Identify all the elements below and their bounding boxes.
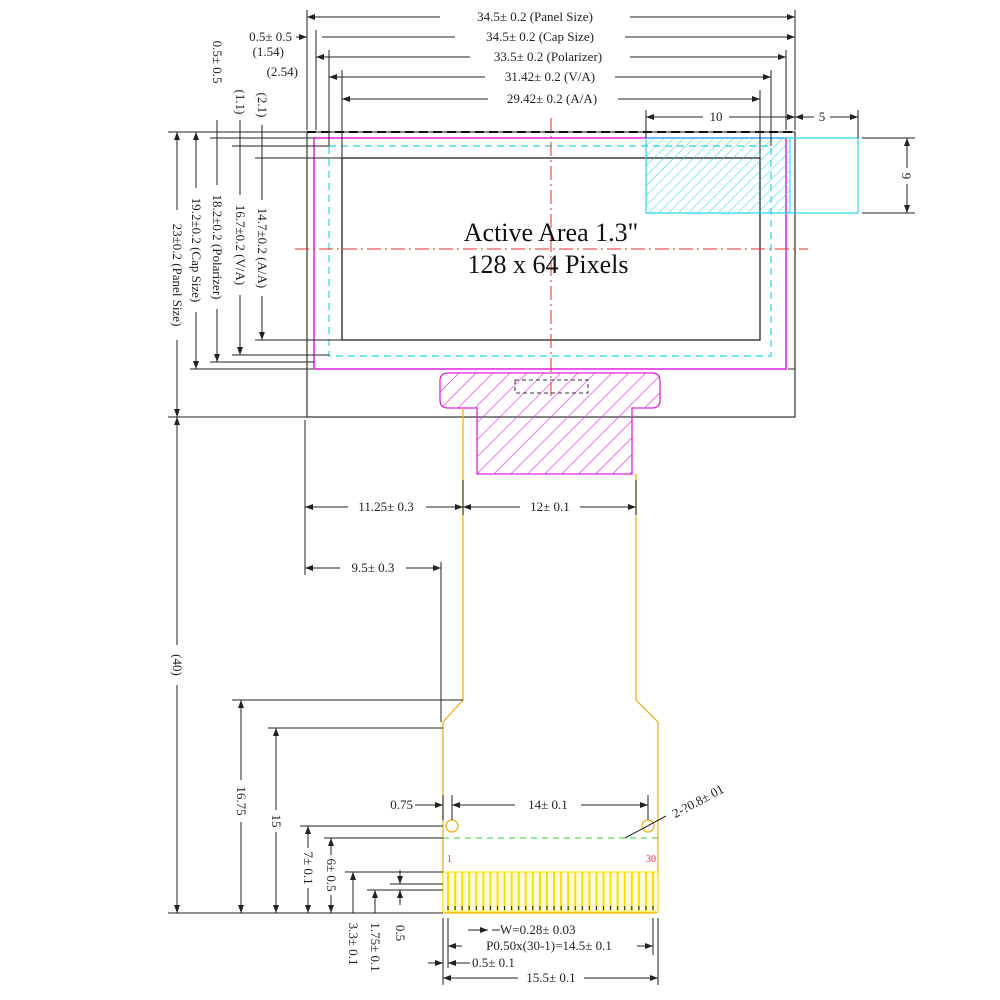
dim-polarizer-height: 18.2±0.2 (Polarizer)	[210, 195, 225, 300]
dim-cap-width: 34.5± 0.2 (Cap Size)	[486, 29, 594, 44]
dim-aa-width: 29.42± 0.2 (A/A)	[507, 91, 597, 106]
dim-va-width: 31.42± 0.2 (V/A)	[505, 69, 595, 84]
contact-pads	[442, 871, 659, 913]
dim-5: 5	[819, 109, 826, 124]
dim-hole-offset: 0.75	[390, 797, 413, 812]
cyan-protrusion	[645, 137, 859, 214]
dim-fpc-tail-offset: 9.5± 0.3	[352, 560, 395, 575]
active-area-label: Active Area 1.3"	[464, 218, 639, 247]
dim-cap-offset: 0.5± 0.5	[249, 29, 292, 44]
top-dimensions: 34.5± 0.2 (Panel Size) 34.5± 0.2 (Cap Si…	[249, 8, 915, 214]
dim-panel-width: 34.5± 0.2 (Panel Size)	[477, 9, 593, 24]
pixels-label: 128 x 64 Pixels	[467, 250, 628, 279]
dim-va-height: 16.7±0.2 (V/A)	[233, 205, 248, 285]
dim-hole-diameter: 2-?0.8± 01	[670, 781, 727, 821]
pin-1-label: 1	[447, 854, 452, 865]
dim-9: 9	[899, 173, 914, 180]
hatched-cyan-region	[645, 137, 791, 214]
dim-1-75: 1.75± 0.1	[368, 922, 383, 971]
dim-fpc-length: (40)	[170, 654, 185, 676]
polarizer-outline	[313, 137, 787, 370]
fpc-dimensions: 11.25± 0.3 12± 0.1 9.5± 0.3 16.75 15 7± …	[232, 420, 726, 986]
dim-edge: 0.5± 0.1	[472, 955, 515, 970]
dim-cap-height: 19.2±0.2 (Cap Size)	[189, 198, 204, 303]
dim-aa-height: 14.7±0.2 (A/A)	[255, 208, 270, 288]
dim-6: 6± 0.5	[324, 858, 339, 891]
dim-va-offset: (1.54)	[253, 44, 284, 59]
pin-30-label: 30	[646, 854, 656, 865]
ic-outline	[514, 379, 589, 394]
dim-aa-voffset: (2.1)	[255, 93, 270, 118]
dim-hole-pitch: 14± 0.1	[528, 797, 568, 812]
dim-polarizer-width: 33.5± 0.2 (Polarizer)	[494, 49, 602, 64]
alignment-hole-left	[445, 819, 459, 833]
dim-total-width: 15.5± 0.1	[526, 970, 575, 985]
viewing-area-outline	[328, 145, 772, 357]
dim-fpc-left-offset: 11.25± 0.3	[358, 499, 413, 514]
dim-contact-width: W=0.28± 0.03	[500, 922, 576, 937]
dim-pol-offset: 0.5± 0.5	[210, 41, 225, 84]
dim-0-5: 0.5	[393, 925, 408, 941]
dim-aa-offset: (2.54)	[267, 64, 298, 79]
dim-pitch: P0.50x(30-1)=14.5± 0.1	[486, 938, 612, 953]
dim-15: 15	[269, 815, 284, 828]
left-dimensions: 23±0.2 (Panel Size) 19.2±0.2 (Cap Size) …	[168, 41, 443, 914]
dim-16-75: 16.75	[234, 786, 249, 815]
contact-area	[442, 871, 659, 913]
connector-hatched	[439, 372, 661, 475]
dim-7: 7± 0.1	[301, 851, 316, 884]
dim-fpc-neck: 12± 0.1	[530, 499, 570, 514]
dim-panel-height: 23±0.2 (Panel Size)	[170, 224, 185, 327]
dim-3-3: 3.3± 0.1	[346, 923, 361, 966]
dim-10: 10	[710, 109, 723, 124]
dim-va-voffset: (1.1)	[233, 90, 248, 115]
